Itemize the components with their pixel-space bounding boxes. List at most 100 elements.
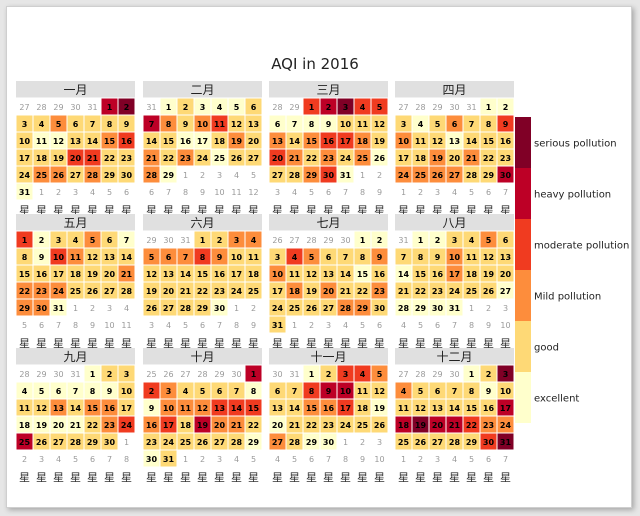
day-number: 15: [104, 137, 116, 146]
day-number: 6: [39, 321, 44, 330]
day-number: 18: [357, 404, 369, 413]
day-number: 25: [19, 438, 31, 447]
day-number: 2: [200, 171, 205, 180]
day-number: 1: [401, 188, 406, 197]
legend-swatch: [515, 270, 531, 321]
month-label: 九月: [63, 350, 87, 364]
day-number: 3: [56, 236, 62, 245]
day-number: 10: [500, 321, 510, 330]
day-number: 28: [197, 370, 207, 379]
day-number: 24: [398, 171, 410, 180]
day-number: 7: [166, 188, 171, 197]
day-number: 14: [449, 404, 461, 413]
day-number: 1: [309, 103, 315, 112]
day-number: 12: [53, 137, 64, 146]
day-number: 1: [292, 321, 297, 330]
day-number: 25: [289, 304, 301, 313]
month-label: 十一月: [310, 350, 346, 364]
day-number: 7: [56, 321, 61, 330]
day-number: 30: [272, 370, 282, 379]
day-number: 31: [272, 321, 284, 330]
weekday-label: 星: [289, 337, 300, 350]
day-number: 28: [36, 103, 46, 112]
day-number: 31: [53, 304, 65, 313]
day-number: 26: [432, 171, 444, 180]
day-number: 22: [306, 154, 317, 163]
day-number: 28: [272, 103, 282, 112]
day-number: 4: [401, 321, 406, 330]
day-number: 1: [469, 370, 475, 379]
day-number: 28: [449, 438, 461, 447]
weekday-label: 星: [121, 204, 132, 217]
day-number: 21: [231, 421, 243, 430]
day-number: 20: [214, 421, 226, 430]
day-number: 31: [500, 438, 512, 447]
weekday-label: 星: [289, 204, 300, 217]
day-number: 23: [432, 287, 443, 296]
padding-day-cell: [244, 182, 263, 201]
day-number: 26: [53, 171, 65, 180]
day-number: 1: [234, 304, 239, 313]
legend-label: moderate pollution: [534, 241, 629, 252]
day-number: 24: [340, 154, 352, 163]
day-number: 10: [340, 387, 352, 396]
day-number: 9: [377, 188, 382, 197]
weekday-label: 星: [163, 204, 174, 217]
day-number: 29: [36, 370, 46, 379]
day-number: 1: [183, 171, 188, 180]
day-number: 25: [214, 154, 226, 163]
day-number: 6: [275, 120, 281, 129]
weekday-label: 星: [146, 204, 157, 217]
legend-swatch: [515, 321, 531, 372]
day-number: 5: [149, 253, 155, 262]
weekday-label: 星: [289, 471, 300, 484]
day-number: 8: [469, 321, 474, 330]
day-number: 17: [272, 287, 283, 296]
day-number: 20: [500, 270, 512, 279]
weekday-label: 星: [432, 337, 443, 350]
weekday-label: 星: [70, 204, 81, 217]
day-number: 18: [415, 154, 427, 163]
day-number: 27: [248, 154, 259, 163]
day-number: 20: [449, 154, 461, 163]
day-number: 20: [248, 137, 260, 146]
padding-day-cell: [244, 315, 263, 334]
day-number: 9: [435, 253, 441, 262]
day-number: 3: [503, 304, 508, 313]
day-number: 10: [19, 137, 31, 146]
day-number: 3: [343, 370, 349, 379]
day-number: 8: [73, 321, 78, 330]
day-number: 5: [234, 103, 240, 112]
day-number: 7: [107, 455, 112, 464]
day-number: 23: [323, 154, 334, 163]
day-number: 7: [217, 321, 222, 330]
day-number: 9: [377, 253, 383, 262]
legend-label: Mild pollution: [534, 292, 601, 303]
day-number: 6: [452, 120, 458, 129]
day-number: 2: [377, 236, 383, 245]
weekday-label: 星: [180, 204, 191, 217]
day-number: 4: [56, 455, 61, 464]
day-number: 18: [357, 137, 369, 146]
weekday-label: 星: [248, 204, 259, 217]
day-number: 6: [275, 387, 281, 396]
day-number: 3: [275, 188, 280, 197]
weekday-label: 星: [146, 471, 157, 484]
day-number: 26: [415, 438, 427, 447]
day-number: 12: [248, 188, 258, 197]
day-number: 12: [374, 120, 385, 129]
padding-day-cell: [496, 182, 515, 201]
day-number: 6: [73, 120, 79, 129]
day-number: 6: [200, 321, 205, 330]
month-header-bg: [143, 214, 262, 231]
day-number: 22: [483, 154, 494, 163]
day-number: 17: [500, 404, 511, 413]
day-number: 4: [217, 103, 223, 112]
day-number: 16: [323, 137, 335, 146]
day-number: 15: [163, 137, 175, 146]
day-number: 21: [289, 421, 301, 430]
day-number: 5: [56, 120, 62, 129]
weekday-label: 星: [272, 337, 283, 350]
